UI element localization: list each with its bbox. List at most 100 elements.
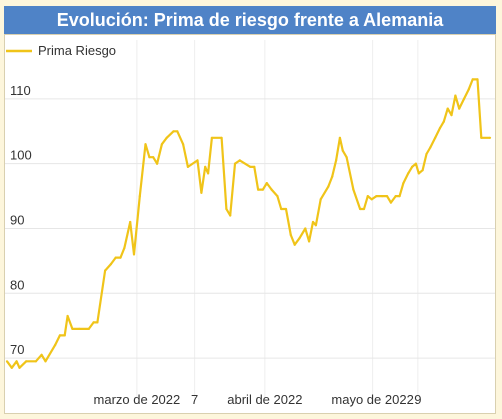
data-point	[71, 327, 74, 330]
y-tick-label: 100	[10, 148, 32, 163]
data-point	[304, 227, 307, 230]
data-point	[123, 246, 126, 249]
data-point	[92, 321, 95, 324]
y-tick-label: 70	[10, 342, 24, 357]
data-point	[40, 353, 43, 356]
data-point	[417, 172, 420, 175]
data-point	[54, 344, 57, 347]
data-point	[10, 366, 13, 369]
data-point	[398, 195, 401, 198]
data-point	[446, 107, 449, 110]
data-point	[249, 165, 252, 168]
data-point	[63, 334, 66, 337]
series-line-prima-riesgo	[6, 78, 490, 369]
data-point	[462, 97, 466, 100]
data-point	[207, 172, 210, 175]
data-point	[362, 207, 366, 211]
data-point	[327, 185, 330, 188]
data-point	[308, 240, 311, 243]
data-point	[78, 327, 81, 330]
data-point	[186, 165, 189, 168]
y-tick-label: 90	[10, 212, 24, 227]
data-point	[160, 143, 163, 146]
data-point	[434, 136, 437, 139]
data-point	[345, 156, 348, 159]
data-point	[425, 152, 428, 156]
data-point	[352, 188, 355, 191]
data-point	[58, 334, 62, 337]
data-point	[152, 156, 155, 159]
data-point	[488, 136, 492, 139]
data-point	[331, 175, 334, 178]
x-tick-label: 9	[414, 392, 421, 407]
data-point	[341, 149, 344, 152]
x-tick-label: marzo de 2022	[94, 392, 181, 407]
data-point	[454, 94, 457, 97]
data-point	[220, 136, 223, 139]
data-point	[261, 188, 264, 191]
x-tick-label: mayo de 2022	[331, 392, 413, 407]
data-point	[87, 327, 90, 330]
data-point	[467, 88, 470, 91]
chart-title: Evolución: Prima de riesgo frente a Alem…	[4, 6, 496, 34]
data-point	[44, 360, 47, 363]
data-point	[132, 253, 136, 256]
data-point	[407, 172, 410, 175]
data-point	[442, 120, 445, 123]
plot-frame	[4, 34, 496, 414]
data-point	[366, 195, 369, 198]
data-point	[104, 269, 107, 272]
data-point	[458, 107, 461, 110]
data-point	[402, 182, 405, 185]
data-point	[257, 188, 260, 191]
data-point	[96, 321, 99, 324]
data-point	[338, 136, 341, 139]
data-point	[5, 360, 9, 363]
data-point	[298, 237, 301, 240]
data-point	[18, 366, 21, 369]
y-tick-label: 80	[10, 277, 24, 292]
data-point	[144, 143, 147, 146]
data-point	[233, 162, 237, 165]
data-point	[359, 207, 362, 211]
data-point	[15, 360, 18, 363]
legend-label: Prima Riesgo	[38, 43, 116, 58]
data-point	[289, 233, 292, 237]
data-point	[381, 195, 384, 198]
data-point	[414, 162, 417, 165]
data-point	[204, 165, 207, 168]
data-point	[182, 143, 185, 146]
data-point	[238, 159, 241, 162]
data-point	[34, 360, 38, 363]
data-point	[471, 78, 474, 81]
data-point	[480, 136, 483, 139]
data-point	[450, 114, 453, 117]
data-point	[394, 195, 397, 198]
data-point	[148, 156, 151, 159]
data-point	[385, 195, 389, 198]
data-point	[280, 207, 283, 211]
title-bar: Evolución: Prima de riesgo frente a Alem…	[0, 0, 502, 38]
data-point	[265, 182, 268, 185]
data-point	[172, 130, 175, 133]
data-point	[25, 360, 28, 363]
data-point	[375, 195, 378, 198]
data-point	[156, 162, 159, 165]
data-point	[284, 207, 288, 211]
data-point	[129, 220, 132, 224]
data-point	[176, 130, 179, 133]
data-point	[311, 220, 315, 224]
y-tick-label: 110	[10, 83, 31, 98]
data-point	[429, 146, 432, 149]
data-point	[200, 191, 203, 194]
data-point	[210, 136, 213, 139]
data-point	[196, 159, 199, 162]
data-point	[389, 201, 392, 204]
data-point	[411, 165, 414, 168]
data-point	[314, 224, 317, 227]
data-point	[119, 256, 122, 259]
data-point	[438, 126, 442, 130]
data-point	[421, 169, 424, 172]
x-tick-label: abril de 2022	[227, 392, 302, 407]
